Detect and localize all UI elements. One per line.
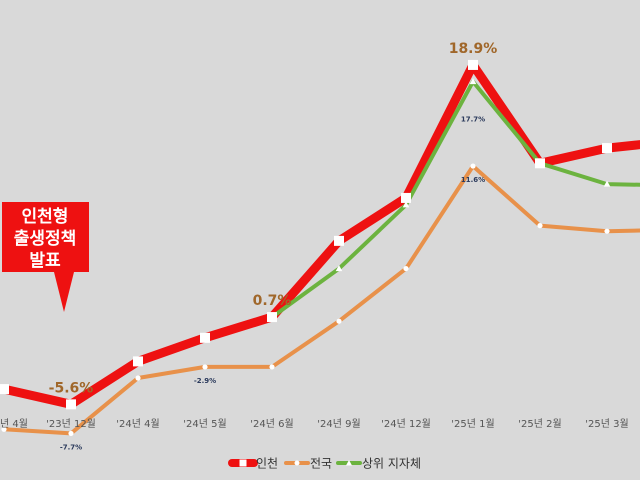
data-labels: -5.6% 0.7% 18.9% -7.7% -2.9% 11.6% 17.7%	[49, 41, 498, 451]
legend-item-인천: 인천	[228, 456, 278, 471]
callout-line-1: 출생정책	[14, 229, 77, 249]
point-상위-지자체-4	[268, 313, 276, 320]
point-인천-5	[334, 235, 344, 246]
legend-marker-전국	[294, 460, 300, 466]
point-전국-3	[202, 364, 208, 370]
x-tick-2: '24년 4월	[116, 418, 159, 430]
series-line-상위-지자체	[270, 79, 640, 320]
series-line-인천	[0, 60, 640, 409]
data-label-전국-7: 11.6%	[461, 176, 485, 184]
point-인천-9	[602, 143, 612, 154]
point-인천-0	[0, 384, 9, 395]
point-전국-0	[1, 426, 7, 432]
point-전국-1	[68, 430, 74, 437]
point-인천-6	[401, 192, 411, 203]
data-label-인천-7: 18.9%	[449, 41, 498, 57]
data-label-인천-1: -5.6%	[49, 380, 94, 396]
point-인천-7	[468, 59, 478, 70]
x-tick-1: '23년 12월	[46, 418, 96, 430]
point-전국-4	[269, 364, 275, 370]
point-인천-3	[200, 332, 210, 343]
series-lines	[0, 60, 640, 436]
point-상위-지자체-9	[603, 180, 611, 187]
legend-label-전국: 전국	[310, 457, 332, 471]
point-전국-5	[336, 318, 342, 324]
x-tick-7: '25년 1월	[451, 418, 494, 430]
x-tick-6: '24년 12월	[381, 418, 431, 430]
legend: 인천 전국 상위 지자체	[228, 456, 421, 471]
point-상위-지자체-7	[469, 78, 477, 85]
x-tick-5: '24년 9월	[317, 418, 360, 430]
x-tick-4: '24년 6월	[250, 418, 293, 430]
data-label-상위-지자체-7: 17.7%	[461, 116, 485, 124]
x-tick-8: '25년 2월	[518, 418, 561, 430]
point-전국-9	[604, 228, 610, 234]
point-전국-8	[537, 223, 543, 229]
series-line-전국	[2, 164, 640, 436]
data-label-전국-1: -7.7%	[60, 443, 82, 451]
point-인천-1	[66, 399, 76, 410]
x-axis-ticks: 년 4월 '23년 12월 '24년 4월 '24년 5월 '24년 6월 '24년 9월…	[0, 418, 629, 430]
data-label-인천-4: 0.7%	[253, 293, 292, 309]
point-전국-6	[403, 265, 409, 272]
legend-label-인천: 인천	[256, 456, 278, 471]
x-tick-3: '24년 5월	[183, 418, 226, 430]
callout-box	[2, 202, 89, 312]
point-전국-7	[470, 163, 476, 169]
legend-marker-인천	[239, 459, 247, 467]
x-tick-0: 년 4월	[0, 418, 28, 430]
x-tick-9: '25년 3월	[585, 418, 628, 430]
series-markers	[0, 59, 612, 437]
legend-item-상위-지자체: 상위 지자체	[336, 457, 421, 471]
legend-marker-상위-지자체	[346, 460, 352, 466]
point-상위-지자체-5	[335, 265, 343, 272]
legend-item-전국: 전국	[284, 457, 332, 471]
point-전국-2	[135, 375, 141, 381]
point-인천-2	[133, 356, 143, 367]
data-label-전국-3: -2.9%	[194, 377, 216, 385]
callout-line-0: 인천형	[22, 206, 69, 227]
legend-label-상위-지자체: 상위 지자체	[362, 457, 421, 471]
callout-line-2: 발표	[29, 251, 61, 271]
point-상위-지자체-6	[402, 201, 410, 208]
point-상위-지자체-8	[536, 159, 544, 166]
